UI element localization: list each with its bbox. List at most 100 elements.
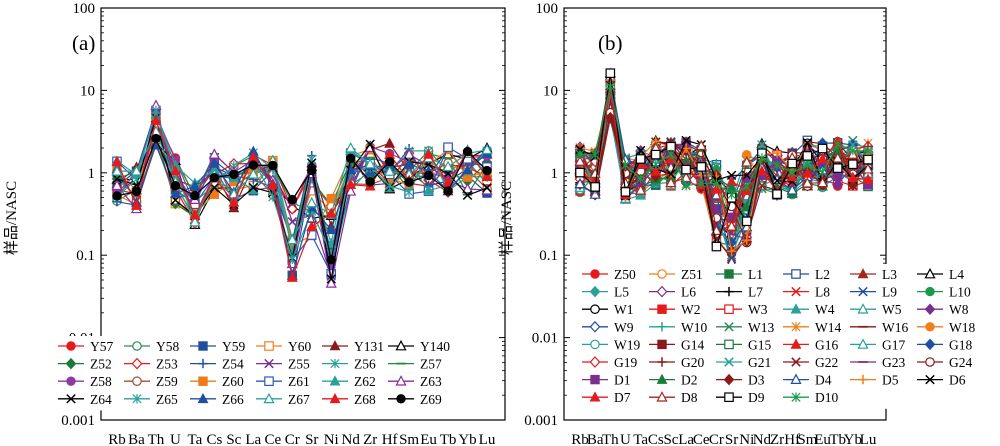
legend-label: D5: [882, 373, 899, 388]
legend-marker: [264, 376, 274, 386]
data-point: [832, 152, 844, 163]
data-point: [726, 190, 737, 200]
data-point: [481, 170, 493, 181]
data-point: [404, 187, 414, 197]
legend-marker: [857, 338, 869, 349]
data-point: [131, 199, 142, 210]
legend-item: W1: [582, 302, 634, 317]
legend-label: Z59: [156, 374, 178, 389]
data-point: [130, 165, 143, 176]
y-tick-label: 1: [551, 166, 559, 182]
data-point: [756, 165, 768, 176]
data-point: [112, 174, 122, 184]
legend-item: Y57: [58, 339, 113, 354]
legend-label: Y57: [90, 339, 113, 354]
legend: Z50 Z51 L1 L2 L3 L4 L5 L6 L7 L8 L9 L10 W1 W2 W3 W4 W5 W8 W…: [576, 264, 984, 409]
legend-marker: [131, 357, 143, 370]
legend-label: W16: [882, 320, 908, 335]
legend-item: W19: [582, 337, 640, 352]
data-point: [620, 187, 631, 197]
data-point: [365, 177, 375, 187]
data-point: [208, 157, 220, 168]
data-point: [772, 148, 782, 158]
data-point: [189, 215, 201, 227]
legend-item: Z51: [649, 267, 703, 282]
data-point: [681, 164, 691, 175]
x-tick-label: Th: [148, 432, 165, 446]
legend-item: Y140: [388, 339, 450, 354]
legend-label: D4: [815, 373, 832, 388]
legend-label: Z64: [90, 392, 112, 407]
legend-item: Z54: [190, 357, 244, 372]
legend-label: W9: [614, 320, 634, 335]
legend-item: Z60: [190, 374, 244, 389]
legend-item: G21: [716, 355, 771, 370]
data-point: [650, 165, 662, 176]
legend-item: W5: [850, 302, 902, 317]
data-point: [131, 186, 142, 197]
legend-label: W14: [815, 320, 841, 335]
legend-label: Z61: [288, 374, 310, 389]
data-point: [665, 176, 677, 188]
data-point: [666, 149, 676, 159]
legend-marker: [924, 303, 936, 315]
legend-label: Z65: [156, 392, 178, 407]
data-point: [286, 271, 298, 282]
legend-label: G21: [748, 355, 771, 370]
legend-marker: [791, 286, 801, 297]
legend-label: Z54: [222, 357, 244, 372]
data-point: [229, 169, 239, 180]
data-point: [787, 167, 797, 178]
data-point: [111, 155, 123, 167]
legend-label: Y60: [288, 339, 311, 354]
x-tick-label: Zr: [770, 432, 784, 446]
data-point: [307, 165, 317, 176]
x-tick-label: Ni: [324, 432, 339, 446]
data-point: [605, 81, 615, 92]
data-point: [863, 146, 873, 156]
legend-marker: [724, 304, 734, 314]
legend-label: G20: [681, 355, 704, 370]
legend-marker: [264, 341, 274, 351]
data-point: [404, 177, 414, 187]
panel-label: (b): [598, 31, 623, 55]
legend-item: W18: [917, 320, 975, 335]
legend-marker: [791, 269, 801, 279]
x-tick-label: Ba: [128, 432, 145, 446]
data-point: [111, 165, 123, 176]
data-point: [696, 162, 707, 172]
x-tick-label: Rb: [108, 432, 126, 446]
y-tick-label: 0.001: [61, 413, 95, 429]
data-point: [575, 167, 585, 178]
legend-label: Z53: [156, 357, 178, 372]
data-point: [574, 155, 586, 166]
legend-marker: [329, 392, 341, 404]
data-point: [443, 142, 453, 153]
legend-marker: [329, 375, 341, 386]
legend-label: D6: [949, 373, 966, 388]
legend-label: Z51: [681, 267, 703, 282]
data-point: [228, 196, 240, 207]
legend-label: L9: [882, 285, 897, 300]
legend-item: L3: [850, 267, 897, 282]
legend-label: L2: [815, 267, 830, 282]
data-point: [151, 133, 161, 144]
legend-marker: [589, 320, 601, 333]
legend-label: Z55: [288, 357, 310, 372]
legend-label: L10: [949, 285, 971, 300]
legend-marker: [198, 376, 208, 386]
data-point: [590, 182, 600, 192]
data-point: [710, 183, 722, 194]
data-point: [287, 217, 297, 227]
legend-marker: [790, 373, 802, 384]
legend-marker: [724, 322, 734, 332]
y-tick-label: 10: [80, 83, 95, 99]
legend-item: L1: [716, 267, 763, 282]
data-point: [817, 167, 828, 177]
legend-label: D3: [748, 373, 765, 388]
legend-label: G19: [614, 355, 637, 370]
legend-item: Z64: [58, 392, 112, 407]
data-point: [403, 148, 415, 159]
data-point: [150, 114, 162, 125]
y-tick-label: 10: [543, 83, 558, 99]
